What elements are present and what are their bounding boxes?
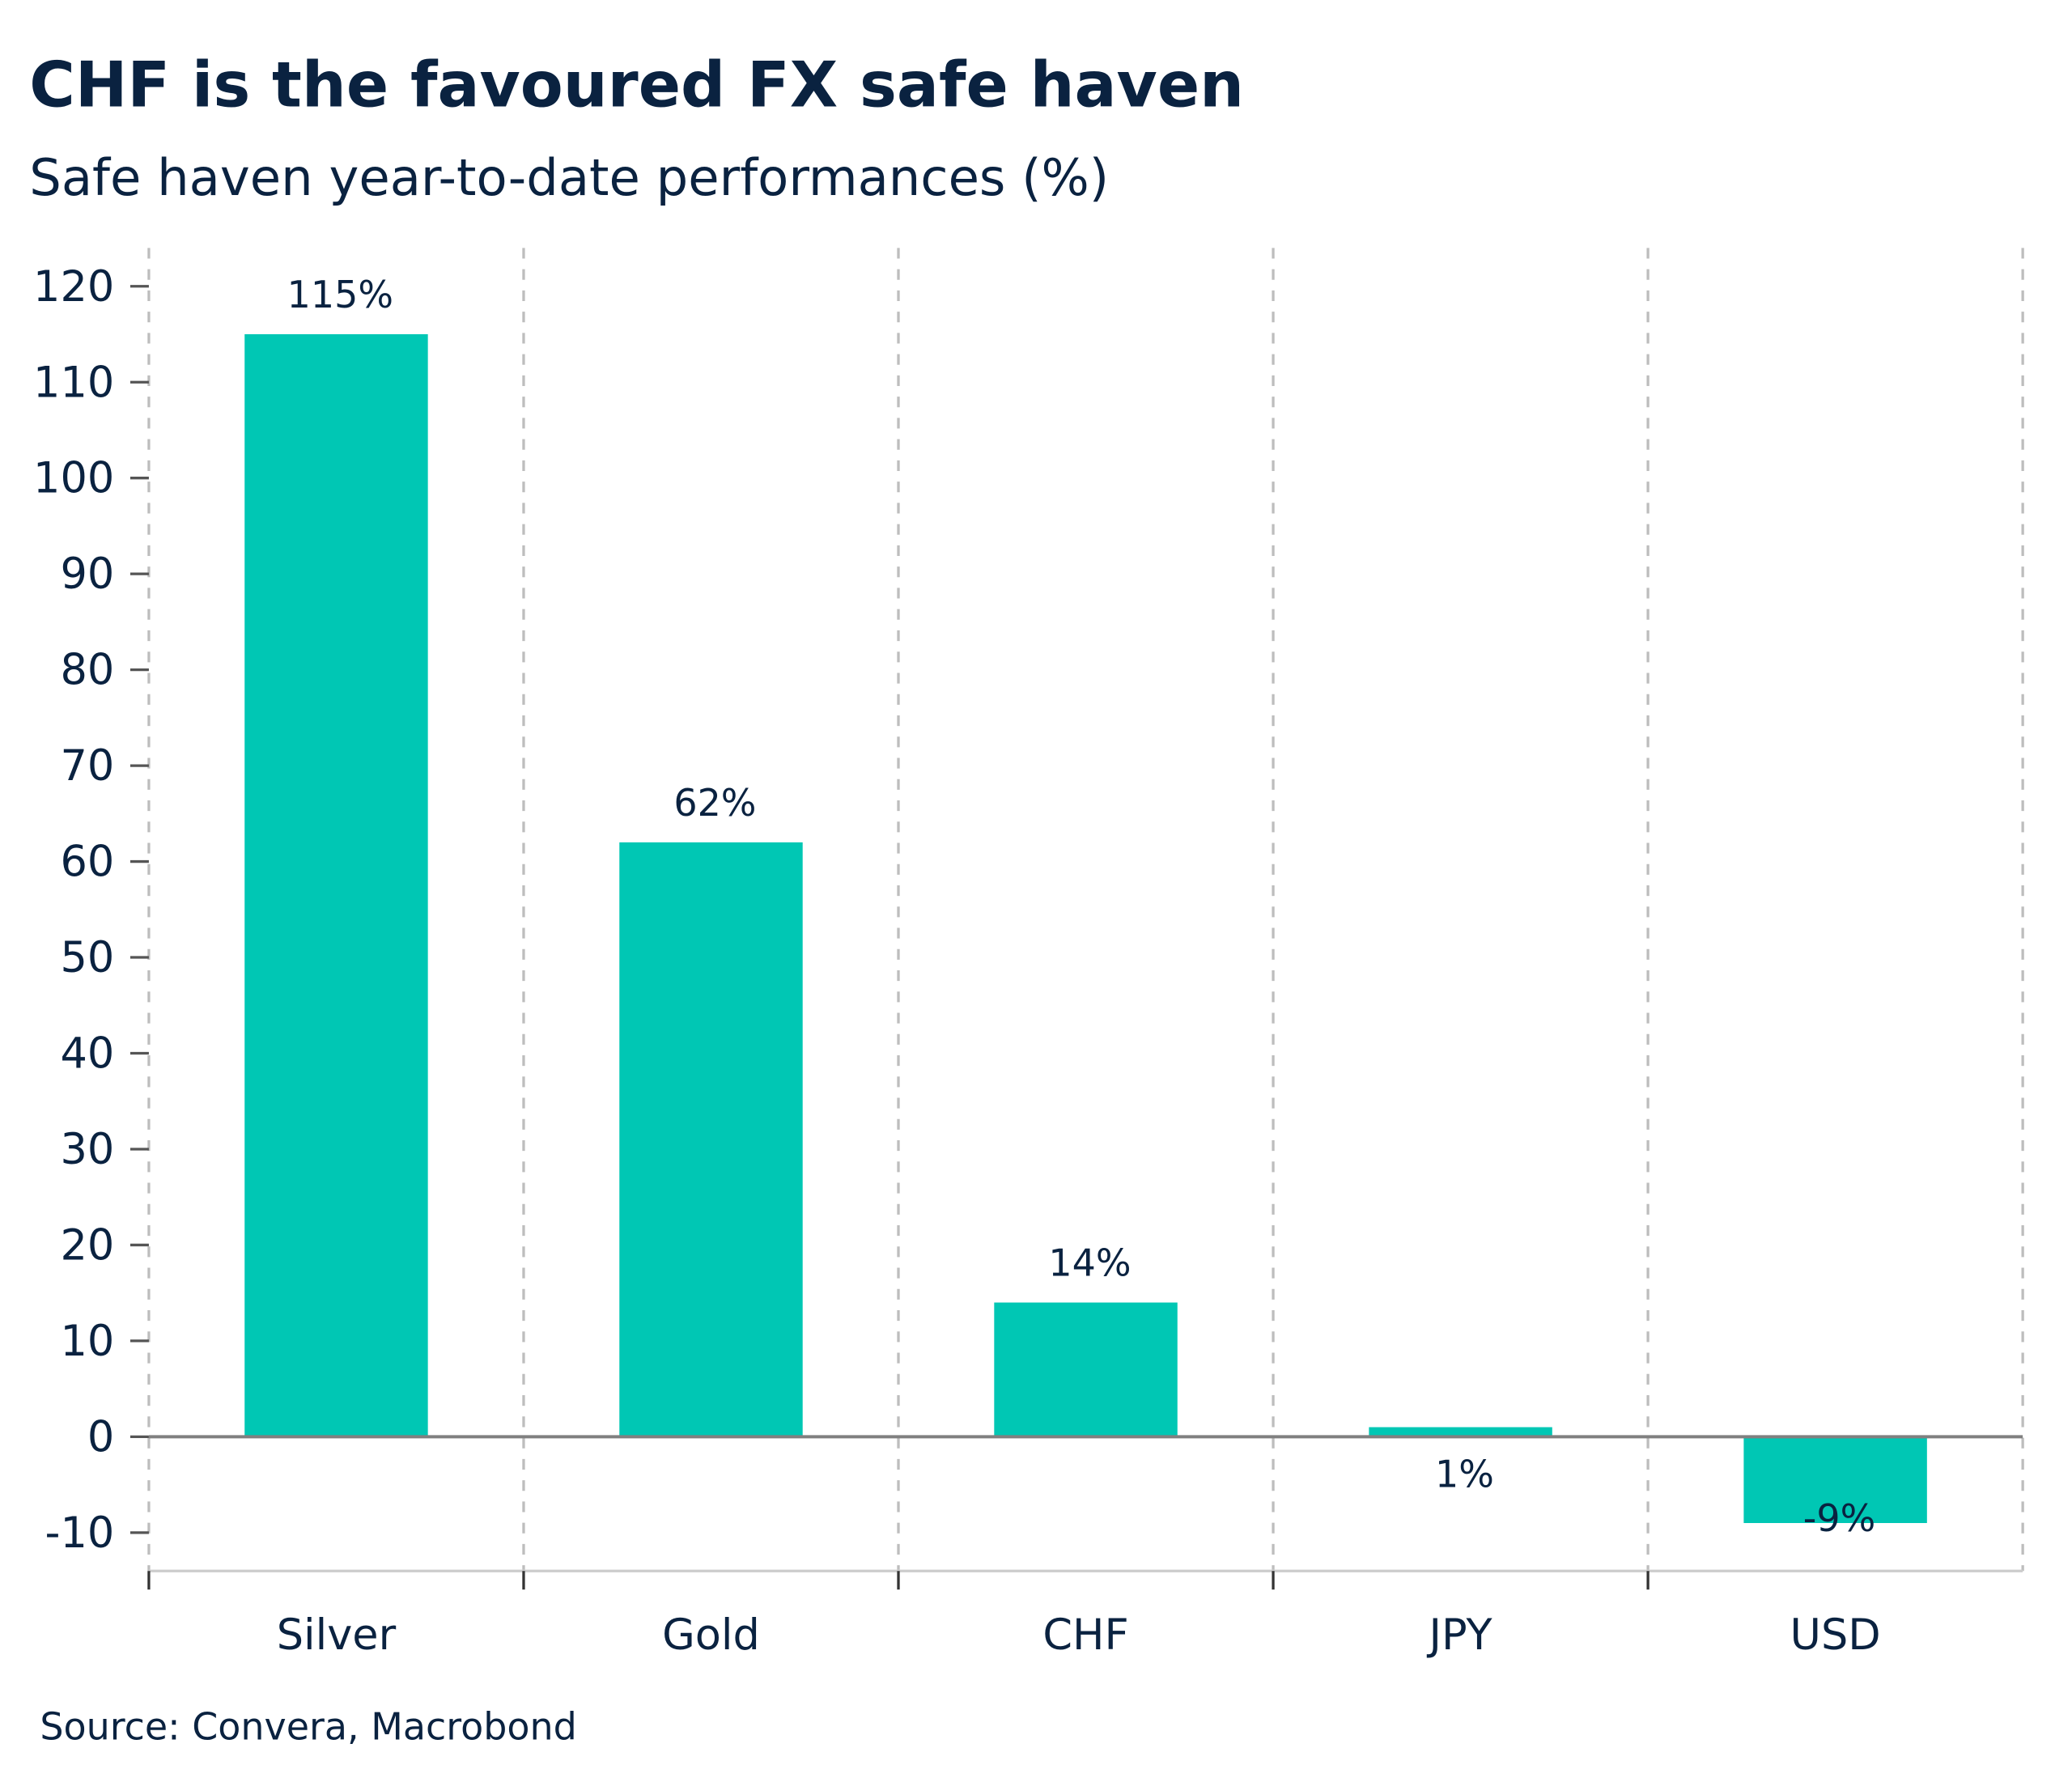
bar-silver (244, 333, 428, 1437)
x-tick-label: CHF (1042, 1610, 1128, 1660)
y-tick-label: 110 (33, 358, 114, 407)
x-tick-label: Silver (277, 1610, 397, 1660)
bar-gold (619, 842, 803, 1437)
data-labels: 115% 62% 14% 1% -9% (287, 273, 1876, 1540)
x-tick-label: Gold (662, 1610, 760, 1660)
chart-title: CHF is the favoured FX safe haven (29, 49, 1244, 121)
data-label: -9% (1803, 1496, 1875, 1540)
chart-subtitle: Safe haven year-to-date performances (%) (29, 148, 1109, 207)
x-tick-label: USD (1790, 1610, 1881, 1660)
x-tick-label: JPY (1427, 1610, 1493, 1660)
y-tick-label: 10 (60, 1317, 114, 1366)
y-tick-label: 30 (60, 1125, 114, 1174)
data-label: 62% (673, 781, 756, 825)
source-note: Source: Convera, Macrobond (40, 1704, 576, 1748)
y-tick-label: 0 (87, 1412, 114, 1462)
y-axis: -10 0 10 20 30 40 50 60 70 80 90 100 110 120 (33, 262, 149, 1558)
bar-usd (1743, 1436, 1927, 1524)
data-label: 115% (287, 273, 393, 316)
y-tick-label: 100 (33, 454, 114, 503)
y-tick-label: 80 (60, 646, 114, 695)
y-tick-label: 20 (60, 1220, 114, 1270)
bar-chf (994, 1302, 1178, 1437)
y-tick-label: 40 (60, 1029, 114, 1079)
gridlines (147, 248, 2024, 1572)
y-tick-label: 120 (33, 262, 114, 312)
y-tick-label: -10 (45, 1508, 115, 1558)
data-label: 1% (1435, 1453, 1494, 1496)
bars (244, 333, 1927, 1524)
x-axis: Silver Gold CHF JPY USD (147, 1435, 2023, 1660)
y-tick-label: 50 (60, 933, 114, 982)
data-label: 14% (1048, 1241, 1131, 1285)
y-tick-label: 70 (60, 741, 114, 791)
y-tick-label: 60 (60, 838, 114, 887)
bar-jpy (1369, 1427, 1552, 1437)
y-tick-label: 90 (60, 549, 114, 599)
